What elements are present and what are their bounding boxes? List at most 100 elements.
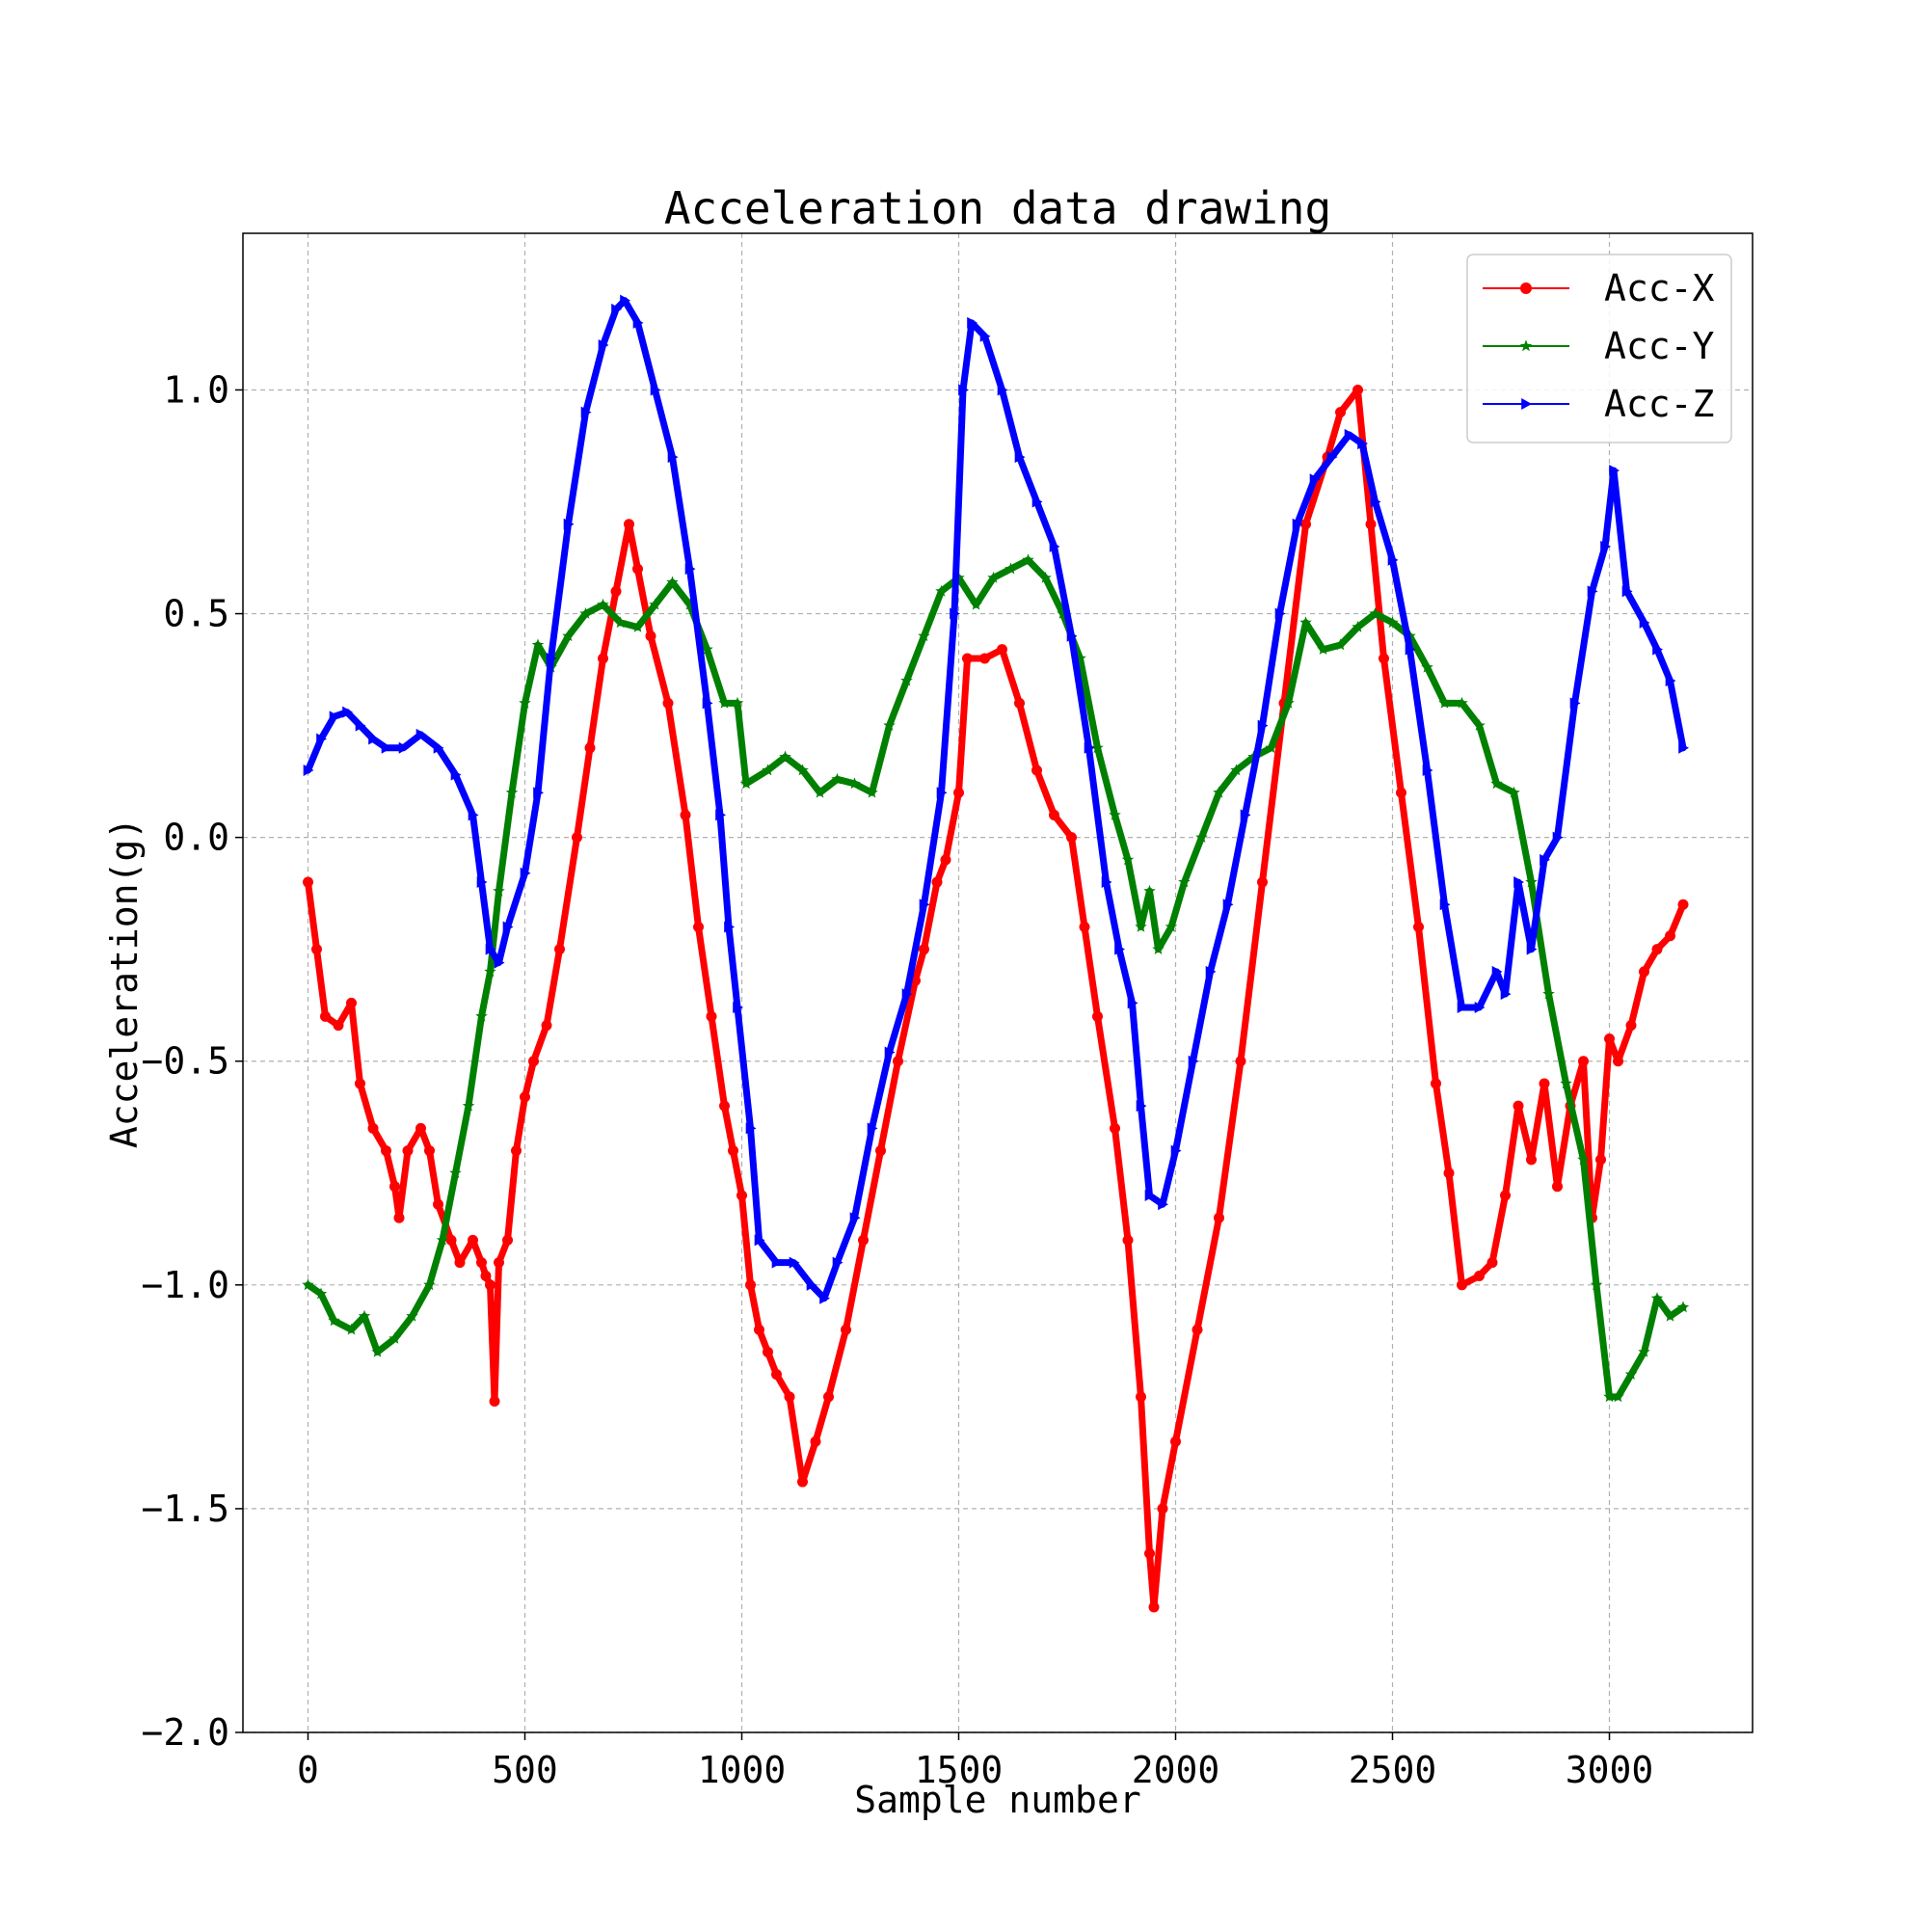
data-point — [1274, 607, 1286, 620]
data-point — [584, 742, 596, 754]
data-point — [493, 884, 505, 897]
data-point — [520, 867, 531, 879]
data-point — [1677, 899, 1689, 910]
data-point — [346, 997, 357, 1008]
data-point — [1456, 696, 1468, 709]
data-point — [433, 741, 444, 754]
data-point — [1474, 1271, 1485, 1282]
data-point — [505, 786, 519, 798]
data-point — [1422, 765, 1433, 777]
data-point — [1379, 653, 1389, 664]
data-point — [1282, 696, 1295, 709]
data-point — [1569, 697, 1581, 710]
data-point — [406, 1309, 418, 1322]
data-point — [1431, 1078, 1441, 1089]
data-point — [1230, 764, 1243, 776]
data-point — [1031, 765, 1042, 776]
data-point — [1621, 585, 1633, 598]
data-point — [1443, 1167, 1455, 1179]
data-point — [1195, 831, 1208, 843]
data-point — [1490, 777, 1503, 790]
data-point — [598, 653, 608, 664]
data-point — [611, 303, 622, 315]
data-point — [1357, 438, 1368, 450]
data-point — [520, 1091, 530, 1103]
y-axis-title: Acceleration(g) — [103, 818, 146, 1148]
legend-label: Acc-Y — [1604, 325, 1715, 367]
data-point — [715, 809, 726, 821]
data-point — [1613, 1056, 1623, 1067]
data-point — [823, 1391, 834, 1403]
data-point — [1665, 930, 1675, 942]
y-tick-label: −0.5 — [141, 1040, 229, 1083]
data-point — [997, 384, 1008, 396]
data-point — [1240, 809, 1251, 821]
data-point — [484, 965, 496, 978]
data-point — [1049, 540, 1060, 552]
data-point — [1101, 876, 1112, 889]
data-point — [950, 607, 960, 620]
data-point — [389, 1181, 400, 1193]
data-point — [1491, 965, 1503, 978]
data-point — [1144, 1189, 1156, 1201]
data-point — [1457, 1002, 1468, 1014]
data-point — [1057, 607, 1069, 619]
data-point — [468, 1234, 478, 1246]
data-point — [1438, 696, 1451, 709]
data-point — [806, 1278, 817, 1291]
data-point — [979, 653, 990, 664]
data-point — [511, 1145, 522, 1157]
data-point — [1405, 643, 1416, 656]
y-tick-label: −2.0 — [141, 1711, 229, 1754]
data-point — [355, 719, 366, 732]
data-point — [632, 316, 644, 329]
data-point — [1540, 853, 1550, 866]
data-point — [919, 899, 930, 911]
data-point — [632, 563, 643, 575]
data-point — [649, 598, 661, 610]
data-point — [733, 1002, 743, 1014]
data-point — [1678, 741, 1689, 754]
data-point — [1365, 519, 1377, 530]
data-point — [936, 787, 948, 799]
data-point — [476, 876, 488, 889]
data-point — [724, 921, 735, 933]
data-point — [1590, 1278, 1603, 1291]
chart-title: Acceleration data drawing — [664, 182, 1331, 234]
data-point — [1624, 1368, 1638, 1380]
data-point — [666, 576, 679, 588]
data-point — [884, 1046, 896, 1059]
data-point — [528, 1056, 539, 1067]
data-point — [919, 944, 929, 955]
data-point — [684, 563, 696, 576]
data-point — [762, 764, 774, 776]
data-point — [1265, 741, 1277, 754]
data-point — [779, 750, 791, 763]
data-point — [402, 1145, 414, 1157]
data-point — [662, 697, 674, 709]
data-point — [875, 1145, 886, 1157]
data-point — [533, 787, 544, 799]
data-point — [546, 652, 557, 664]
data-point — [866, 786, 878, 798]
data-point — [355, 1078, 365, 1089]
data-point — [962, 653, 973, 664]
data-point — [832, 1256, 844, 1269]
y-tick-label: −1.5 — [141, 1488, 229, 1530]
data-point — [745, 1279, 756, 1291]
data-point — [1595, 1154, 1606, 1166]
data-point — [1326, 451, 1338, 464]
data-point — [849, 1212, 861, 1224]
axis-layer: 0 500 1000 1500 2000 2500 3000 −2.0 −1.5 −1.0 −0.5… — [141, 368, 1653, 1791]
data-point — [1513, 1100, 1524, 1112]
data-point — [979, 330, 991, 342]
data-point — [316, 733, 327, 745]
data-point — [345, 1323, 358, 1335]
data-point — [841, 1324, 851, 1335]
data-point — [1577, 1153, 1590, 1166]
data-point — [650, 384, 661, 396]
data-point — [1213, 786, 1225, 798]
data-point — [1300, 519, 1311, 530]
data-point — [563, 518, 575, 530]
